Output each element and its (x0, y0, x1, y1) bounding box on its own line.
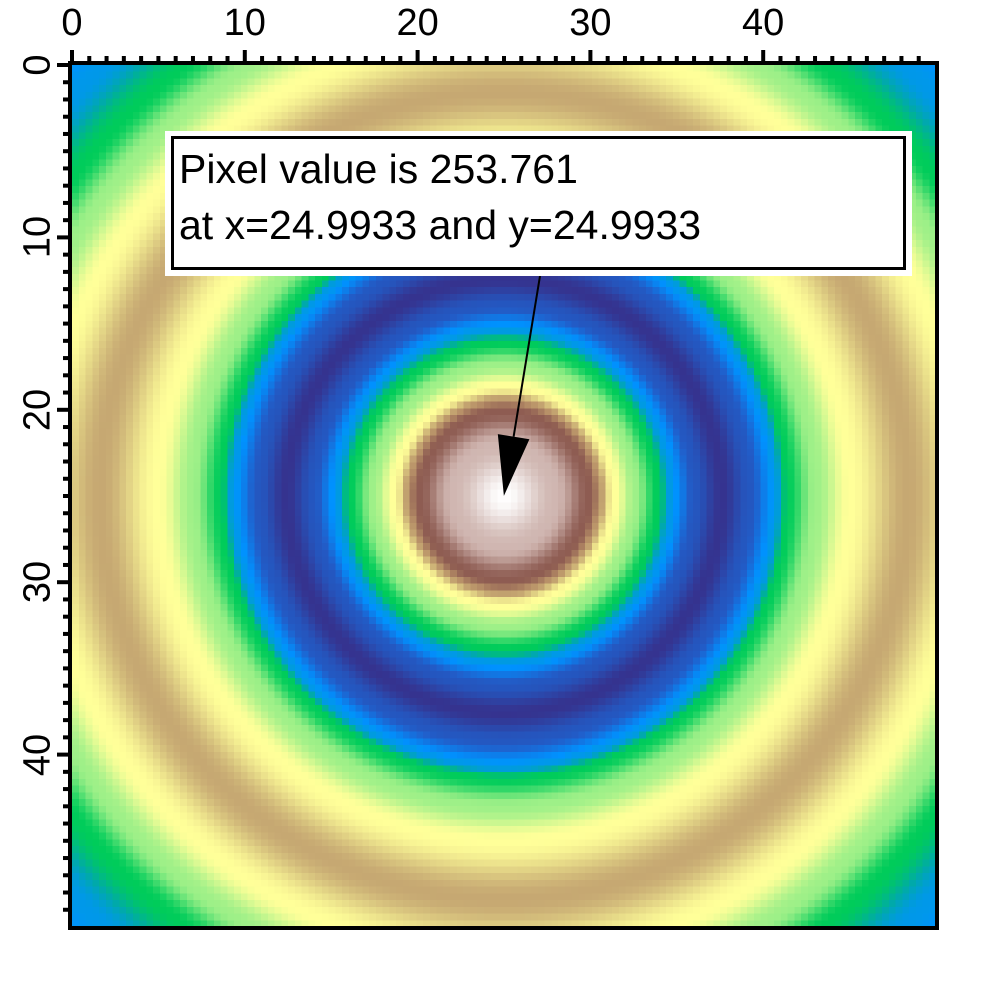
annotation-arrow-line (512, 275, 541, 437)
y-tick-label: 30 (16, 561, 59, 604)
annotation-line-1: Pixel value is 253.761 (179, 146, 578, 192)
x-tick-label: 40 (742, 2, 785, 44)
y-tick-label: 40 (16, 733, 59, 776)
y-tick-label: 20 (16, 388, 59, 431)
plot-frame (68, 61, 939, 930)
annotation-arrow-head (497, 434, 530, 496)
annotation-border (171, 136, 906, 270)
annotation-text: Pixel value is 253.761 at x=24.9933 and … (179, 141, 701, 253)
y-tick-label: 10 (16, 216, 59, 259)
x-tick-label: 30 (569, 2, 612, 44)
x-tick-label: 20 (396, 2, 439, 44)
x-tick-label: 0 (61, 2, 83, 44)
annotation-line-2: at x=24.9933 and y=24.9933 (179, 202, 702, 248)
x-tick-label: 10 (223, 2, 266, 44)
y-tick-label: 0 (16, 54, 59, 76)
pixel-value-annotation: Pixel value is 253.761 at x=24.9933 and … (165, 131, 912, 276)
